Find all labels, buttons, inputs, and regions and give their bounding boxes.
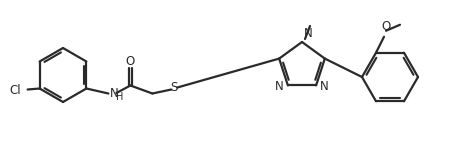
Text: O: O — [126, 55, 135, 68]
Text: N: N — [319, 80, 328, 93]
Text: O: O — [381, 20, 390, 33]
Text: H: H — [116, 92, 123, 102]
Text: N: N — [303, 27, 312, 40]
Text: N: N — [109, 87, 118, 100]
Text: S: S — [170, 81, 178, 94]
Text: N: N — [275, 80, 283, 93]
Text: Cl: Cl — [9, 84, 20, 97]
